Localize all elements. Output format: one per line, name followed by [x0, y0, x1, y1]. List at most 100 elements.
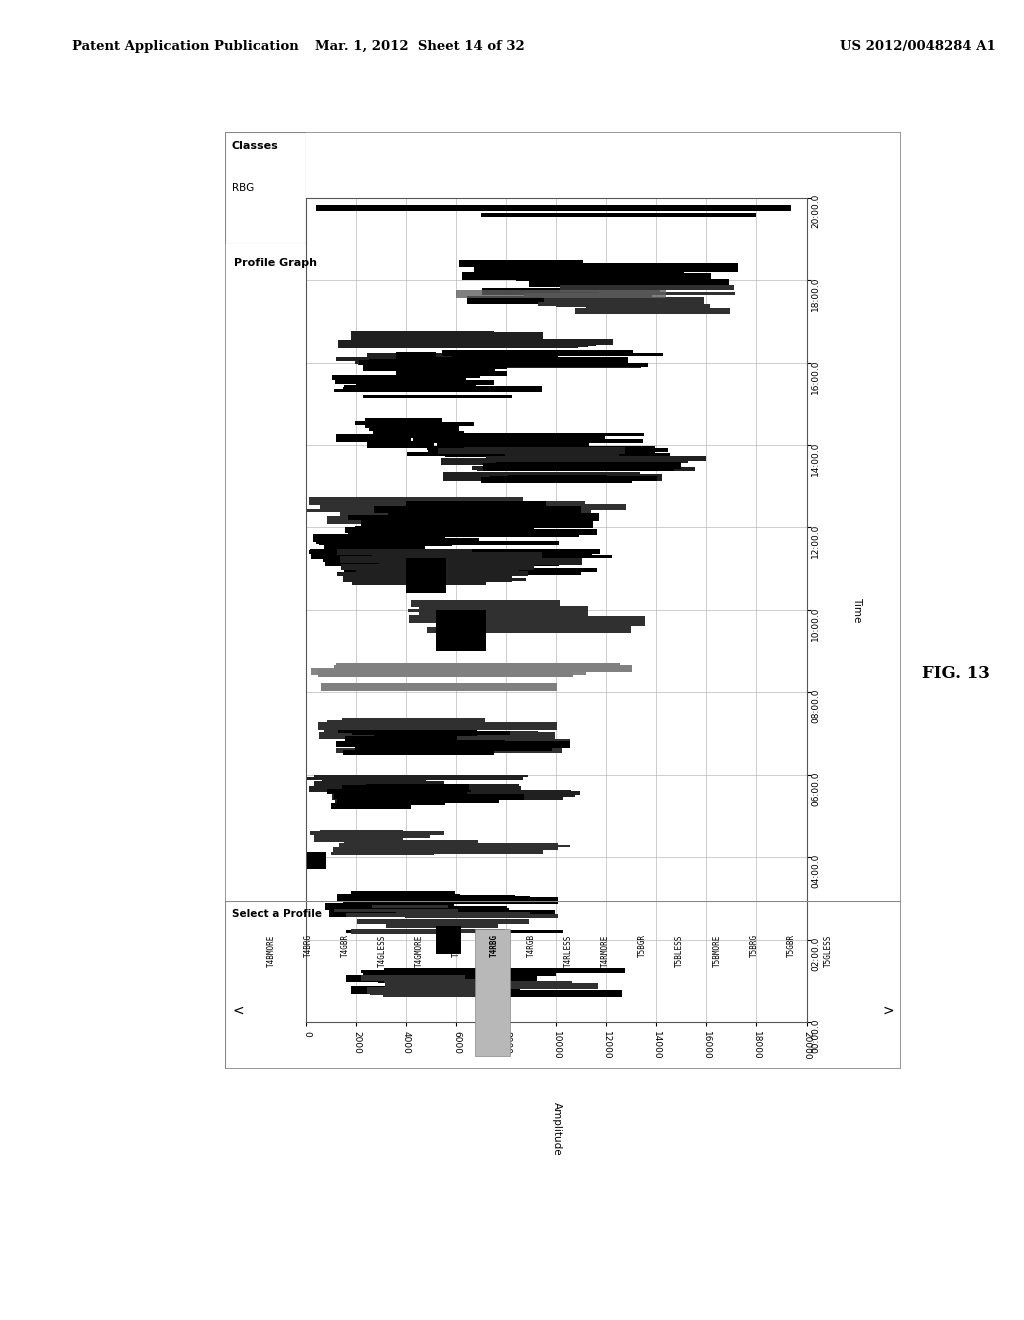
Bar: [397, 363, 641, 367]
Bar: [347, 903, 422, 908]
Bar: [436, 619, 518, 628]
Bar: [311, 668, 587, 676]
Bar: [348, 777, 522, 780]
Bar: [374, 730, 477, 735]
Bar: [325, 544, 425, 550]
Bar: [480, 624, 610, 632]
Text: T4RGB: T4RGB: [526, 935, 536, 957]
Bar: [341, 572, 438, 576]
Bar: [326, 903, 454, 909]
Bar: [436, 610, 486, 651]
Bar: [375, 506, 581, 513]
Bar: [350, 891, 456, 896]
Bar: [361, 970, 510, 973]
Bar: [346, 908, 509, 915]
Bar: [396, 912, 529, 915]
Text: T4BRG: T4BRG: [303, 935, 312, 957]
Text: RBG: RBG: [231, 182, 254, 193]
Bar: [338, 339, 579, 347]
Bar: [350, 795, 508, 800]
Bar: [345, 527, 535, 533]
Bar: [371, 743, 458, 746]
Bar: [340, 507, 543, 516]
Bar: [599, 292, 735, 296]
Bar: [338, 572, 582, 576]
Bar: [336, 748, 562, 754]
Text: T5GBR: T5GBR: [786, 935, 796, 957]
Bar: [375, 742, 570, 748]
Bar: [343, 750, 476, 755]
Text: T4GMORE: T4GMORE: [415, 935, 424, 966]
Bar: [350, 986, 500, 994]
Bar: [457, 289, 667, 298]
Bar: [357, 919, 529, 924]
Bar: [362, 363, 487, 371]
Bar: [343, 387, 421, 389]
Bar: [569, 285, 734, 290]
Bar: [333, 375, 466, 380]
Bar: [338, 730, 434, 734]
Bar: [373, 430, 464, 436]
Bar: [344, 568, 597, 572]
Text: T5BGR: T5BGR: [638, 935, 647, 957]
Bar: [477, 467, 695, 471]
Bar: [389, 352, 649, 356]
Bar: [488, 260, 565, 265]
Bar: [354, 906, 507, 913]
Bar: [428, 447, 669, 451]
Bar: [346, 931, 563, 933]
Bar: [348, 739, 474, 743]
Bar: [341, 564, 534, 570]
Bar: [397, 368, 496, 371]
Bar: [409, 609, 521, 612]
Bar: [336, 358, 555, 362]
Bar: [480, 616, 644, 626]
Text: T5BMORE: T5BMORE: [713, 935, 722, 966]
Bar: [412, 380, 495, 385]
Bar: [377, 568, 518, 572]
Bar: [378, 928, 452, 932]
Bar: [309, 498, 522, 504]
Bar: [329, 909, 555, 917]
Bar: [346, 913, 431, 917]
Bar: [419, 433, 605, 438]
Bar: [442, 446, 650, 449]
Bar: [314, 775, 528, 777]
Bar: [489, 463, 603, 469]
Bar: [348, 529, 597, 535]
Text: <: <: [232, 1003, 244, 1018]
Bar: [366, 784, 469, 789]
Bar: [354, 384, 476, 391]
Bar: [366, 418, 442, 428]
Text: T4GBR: T4GBR: [341, 935, 350, 957]
Bar: [355, 729, 456, 733]
Bar: [425, 438, 643, 444]
Bar: [458, 447, 660, 451]
Bar: [397, 371, 507, 376]
Bar: [350, 906, 435, 911]
Bar: [361, 570, 528, 576]
Bar: [323, 552, 494, 554]
Bar: [358, 356, 587, 366]
Bar: [356, 383, 442, 388]
Bar: [353, 554, 612, 558]
Bar: [328, 725, 438, 733]
Text: US 2012/0048284 A1: US 2012/0048284 A1: [840, 40, 995, 53]
Bar: [467, 297, 562, 305]
Bar: [328, 516, 553, 524]
Bar: [518, 475, 607, 480]
Bar: [335, 796, 451, 803]
Bar: [334, 550, 592, 556]
Bar: [336, 535, 445, 539]
Text: Mar. 1, 2012  Sheet 14 of 32: Mar. 1, 2012 Sheet 14 of 32: [315, 40, 524, 53]
Bar: [417, 434, 578, 438]
Bar: [404, 387, 508, 389]
Bar: [369, 504, 591, 513]
Bar: [346, 540, 452, 545]
Bar: [341, 792, 434, 795]
Text: Patent Application Publication: Patent Application Publication: [72, 40, 298, 53]
Bar: [310, 549, 546, 553]
Bar: [389, 928, 505, 933]
Bar: [396, 352, 436, 380]
Bar: [397, 360, 608, 367]
